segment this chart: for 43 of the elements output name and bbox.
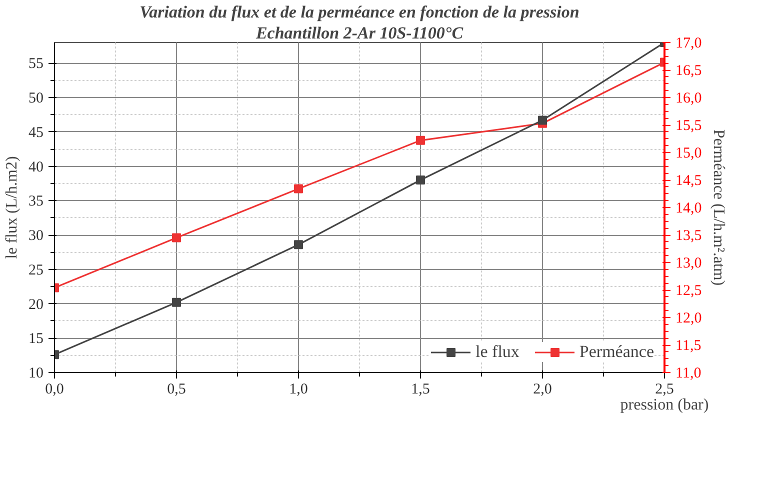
y2-tick-label: 14,5 bbox=[676, 173, 702, 189]
y2-tick-label: 14,0 bbox=[676, 200, 702, 216]
chart-subtitle: Echantillon 2-Ar 10S-1100°C bbox=[254, 24, 464, 42]
y2-tick-label: 16,5 bbox=[676, 63, 702, 79]
y2-tick-label: 13,5 bbox=[676, 228, 702, 244]
x-tick-label: 0,0 bbox=[45, 382, 64, 398]
y-tick-label: 25 bbox=[28, 262, 44, 278]
point bbox=[538, 116, 547, 125]
y2-tick-label: 12,0 bbox=[676, 310, 702, 326]
point bbox=[172, 233, 181, 242]
x-tick-label: 0,5 bbox=[167, 382, 186, 398]
x-axis-title: pression (bar) bbox=[620, 396, 709, 414]
y-tick-label: 35 bbox=[28, 194, 44, 210]
y2-tick-label: 16,0 bbox=[676, 90, 702, 106]
chart-title: Variation du flux et de la perméance en fonction de la pression bbox=[140, 2, 580, 22]
y2-tick-label: 15,0 bbox=[676, 146, 702, 162]
x-tick-label: 1,0 bbox=[289, 382, 308, 398]
y-tick-label: 20 bbox=[28, 296, 44, 313]
point bbox=[172, 298, 181, 307]
x-tick-label: 2,5 bbox=[655, 382, 674, 398]
y2-axis-title: Perméance (L/h.m².atm) bbox=[710, 129, 727, 286]
x-tick-label: 2,0 bbox=[533, 382, 552, 398]
y2-tick-label: 17,0 bbox=[676, 36, 702, 52]
y2-tick-label: 11,5 bbox=[676, 338, 702, 354]
point bbox=[294, 184, 303, 194]
legend-label: le flux bbox=[476, 342, 520, 362]
legend-label: Perméance bbox=[579, 342, 654, 362]
point bbox=[416, 176, 425, 184]
y2-tick-label: 11,0 bbox=[676, 366, 702, 382]
y2-tick-label: 12,5 bbox=[676, 283, 702, 299]
x-tick-label: 1,5 bbox=[411, 382, 430, 398]
point bbox=[416, 136, 425, 145]
y-tick-label: 10 bbox=[28, 366, 44, 382]
y-tick-label: 55 bbox=[28, 56, 44, 72]
y-tick-label: 50 bbox=[28, 90, 44, 106]
y-tick-label: 15 bbox=[28, 331, 44, 348]
y2-tick-label: 13,0 bbox=[676, 256, 702, 272]
y-axis-title: le flux (L/h.m2) bbox=[4, 156, 20, 259]
point bbox=[294, 240, 303, 250]
y-tick-label: 30 bbox=[28, 228, 44, 244]
y2-tick-label: 15,5 bbox=[676, 118, 702, 134]
y-tick-label: 45 bbox=[28, 124, 44, 141]
y-tick-label: 40 bbox=[28, 159, 44, 176]
